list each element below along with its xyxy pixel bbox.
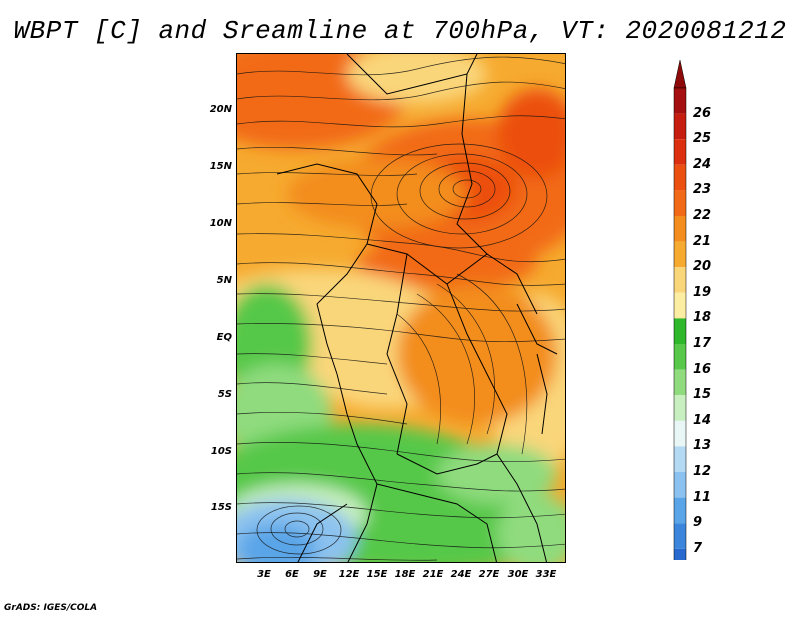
colorbar-segment [674, 548, 686, 560]
colorbar-segment [674, 88, 686, 114]
colorbar-label: 16 [693, 361, 712, 377]
colorbar-segment [674, 472, 686, 498]
colorbar [673, 60, 687, 560]
lon-label: 12E [338, 569, 360, 580]
colorbar-label: 13 [693, 438, 712, 454]
map-canvas [237, 54, 565, 562]
lat-label: 20N [209, 104, 232, 115]
colorbar-segment [674, 241, 686, 268]
colorbar-label: 11 [693, 489, 712, 505]
colorbar-label: 20 [693, 259, 712, 275]
colorbar-segment [674, 216, 686, 242]
weather-map [236, 53, 566, 563]
lon-label: 6E [285, 569, 299, 580]
lat-label: 10S [210, 446, 232, 457]
lon-label: 33E [535, 569, 557, 580]
lat-label: 15N [209, 161, 232, 172]
colorbar-segment [674, 523, 686, 549]
colorbar-segment [674, 113, 686, 140]
colorbar-label: 9 [693, 515, 703, 531]
colorbar-top-arrow [673, 60, 687, 89]
colorbar-segment [674, 139, 686, 165]
lon-label: 9E [313, 569, 327, 580]
colorbar-label: 22 [693, 208, 712, 223]
colorbar-label: 7 [693, 540, 703, 556]
colorbar-segment [674, 318, 686, 344]
colorbar-segment [674, 420, 686, 447]
lat-label: 5N [216, 275, 232, 286]
lon-label: 18E [394, 569, 416, 580]
lon-label: 15E [366, 569, 388, 580]
colorbar-label: 23 [693, 182, 712, 198]
colorbar-label: 12 [693, 464, 712, 479]
footer-credit: GrADS: IGES/COLA [4, 603, 98, 613]
colorbar-segment [674, 446, 686, 472]
colorbar-segment [674, 267, 686, 293]
colorbar-segment [674, 164, 686, 191]
colorbar-segment [674, 369, 686, 396]
lon-label: 30E [507, 569, 529, 580]
colorbar-segment [674, 395, 686, 421]
lat-label: 15S [210, 502, 232, 513]
colorbar-label: 19 [693, 284, 712, 300]
colorbar-label: 15 [693, 387, 712, 403]
colorbar-label: 21 [693, 233, 712, 249]
colorbar-segment [674, 190, 686, 216]
colorbar-label: 26 [693, 105, 712, 121]
lat-label: 5S [217, 389, 232, 400]
colorbar-label: 25 [693, 131, 712, 147]
colorbar-label: 18 [693, 310, 712, 326]
lon-label: 27E [478, 569, 500, 580]
colorbar-segment [674, 497, 686, 524]
lat-label: 10N [209, 218, 232, 229]
colorbar-label: 24 [693, 156, 712, 172]
lat-label: EQ [216, 332, 232, 343]
colorbar-segment [674, 292, 686, 319]
lon-label: 21E [422, 569, 444, 580]
colorbar-label: 17 [693, 336, 712, 351]
lon-label: 24E [450, 569, 472, 580]
colorbar-segment [674, 344, 686, 370]
colorbar-label: 14 [693, 412, 712, 428]
chart-title: WBPT [C] and Sreamline at 700hPa, VT: 20… [13, 16, 787, 46]
lon-label: 3E [257, 569, 271, 580]
